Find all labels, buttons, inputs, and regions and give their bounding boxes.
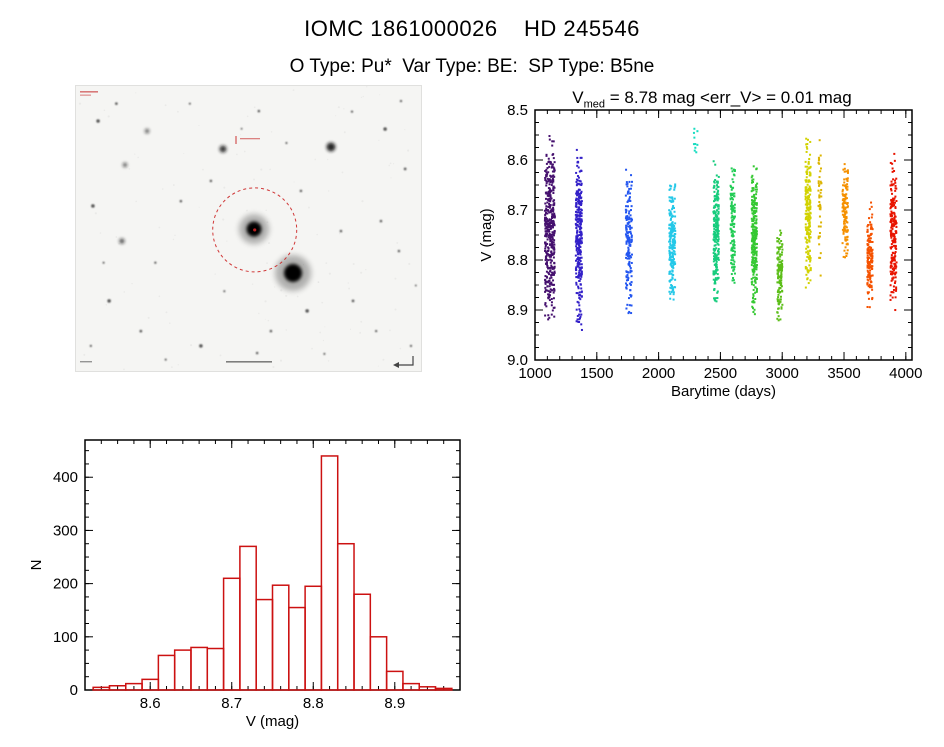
svg-text:1500: 1500 [580,365,613,382]
image-annotation-bottomleft [80,361,92,363]
finding-chart-image [75,85,422,372]
x-axis-label: V (mag) [246,713,299,730]
svg-text:2000: 2000 [642,365,675,382]
svg-text:300: 300 [53,522,78,539]
svg-text:2500: 2500 [704,365,737,382]
svg-text:4000: 4000 [889,365,922,382]
lightcurve-plot: 1000 1500 2000 2500 3000 3500 4000 8.5 8.6 8.7 8.8… [478,102,923,400]
image-annotation-topleft [80,91,98,96]
page-title: IOMC 1861000026 HD 245546 [304,16,640,41]
y-axis-label: V (mag) [478,208,495,261]
svg-text:8.7: 8.7 [507,202,528,219]
lightcurve-title: Vmed = 8.78 mag <err_V> = 0.01 mag [480,88,944,110]
title-fragment-sub: med [583,98,606,111]
image-annotation-scale-arrow [393,356,414,368]
svg-text:9.0: 9.0 [507,352,528,369]
svg-text:8.7: 8.7 [221,695,242,712]
svg-text:8.6: 8.6 [140,695,161,712]
tick-labels: 1000 1500 2000 2500 3000 3500 4000 8.5 8.6 8.7 8.8… [478,102,923,400]
svg-text:3500: 3500 [827,365,860,382]
svg-text:8.8: 8.8 [507,252,528,269]
title-fragment-rest: = 8.78 mag <err_V> = 0.01 mag [605,88,852,107]
page-subtitle: O Type: Pu* Var Type: BE: SP Type: B5ne [289,56,655,77]
svg-text:8.5: 8.5 [507,102,528,119]
svg-text:8.6: 8.6 [507,152,528,169]
svg-text:8.8: 8.8 [303,695,324,712]
title-fragment-v: V [572,88,584,107]
image-annotation-bottom [226,361,272,363]
y-axis-label: N [28,560,45,571]
x-axis-label: Barytime (days) [671,383,776,400]
histogram-plot: 8.6 8.7 8.8 8.9 0 100 200 300 400 V (mag) N [28,439,461,730]
histogram-bars [92,455,453,691]
star-layer [76,86,421,371]
svg-text:8.9: 8.9 [507,302,528,319]
tick-labels: 8.6 8.7 8.8 8.9 0 100 200 300 400 V (mag) N [28,469,405,730]
image-annotation-target-label [235,136,260,144]
axes [534,109,913,361]
annotation-layer [80,91,414,368]
svg-text:100: 100 [53,629,78,646]
scatter-points [543,127,898,331]
svg-text:0: 0 [70,682,78,699]
svg-text:400: 400 [53,469,78,486]
svg-text:1000: 1000 [518,365,551,382]
svg-text:8.9: 8.9 [384,695,405,712]
svg-text:3000: 3000 [766,365,799,382]
svg-text:200: 200 [53,576,78,593]
